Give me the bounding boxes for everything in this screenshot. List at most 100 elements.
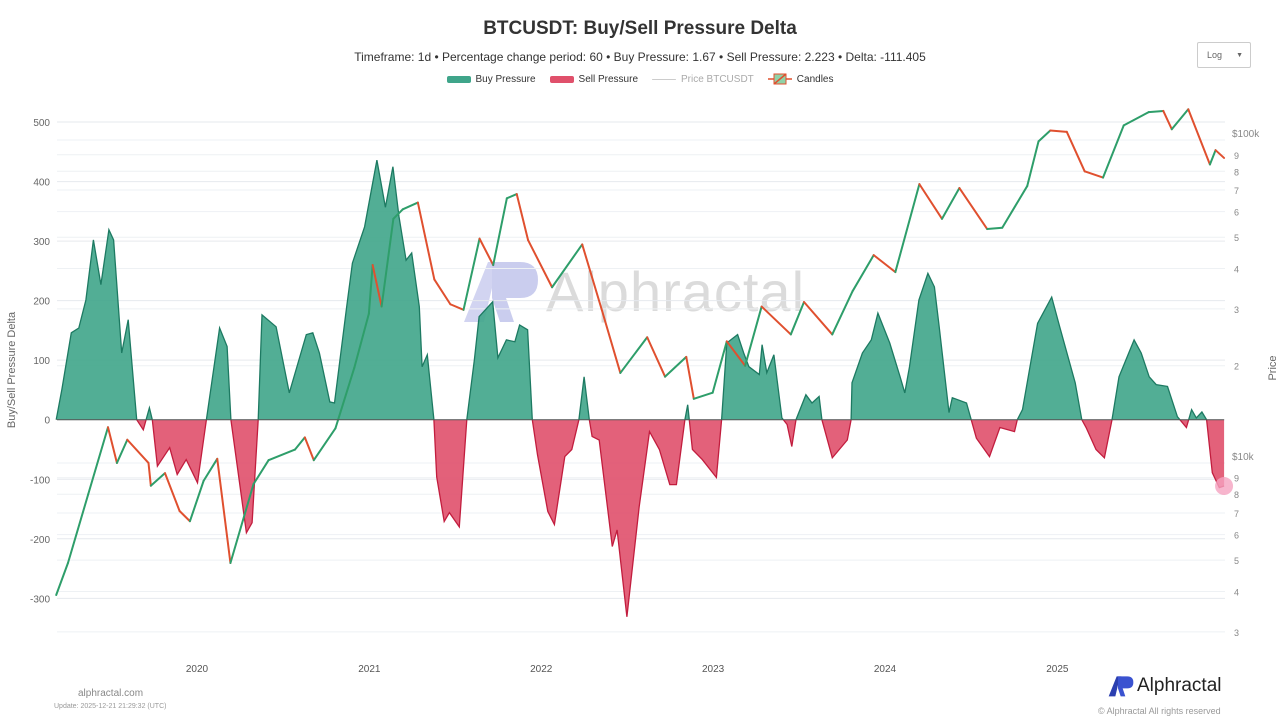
y2-tick-label: 4 [1234,265,1239,275]
y-tick-label: -300 [30,594,50,605]
chart-title: BTCUSDT: Buy/Sell Pressure Delta [483,18,797,39]
price-segment [178,509,191,523]
price-segment [692,391,714,400]
y2-tick-label: 8 [1234,490,1239,500]
legend-sell-pressure[interactable]: Sell Pressure [549,73,638,85]
legend-price[interactable]: Price BTCUSDT [652,73,754,85]
x-tick-label: 2024 [874,664,897,675]
price-segment [353,312,370,369]
y-axis-right: $100k 9 8 7 6 5 4 3 2 $10k 9 8 7 6 5 4 3 [1232,129,1260,638]
x-tick-label: 2022 [530,664,553,675]
y-tick-label: 500 [33,118,50,129]
price-segment [267,448,296,462]
brand-logo: Alphractal [1108,674,1222,698]
y2-tick-label: 2 [1234,362,1239,372]
price-segment [188,479,205,523]
price-segment [371,264,383,308]
price-segment [163,472,181,512]
y-tick-label: 200 [33,297,50,308]
legend-label: Candles [796,73,834,85]
price-segment [392,208,404,220]
price-segment [725,340,747,367]
price-segment [1147,109,1165,114]
price-segment [462,237,481,311]
price-segment [229,483,255,565]
price-segment [986,226,1004,231]
price-segment [619,336,649,374]
chevron-down-icon: ▼ [1236,51,1243,59]
last-value-marker [1215,477,1234,496]
y2-tick-label: 9 [1234,151,1239,161]
price-segment [202,457,219,482]
price-segment [1026,140,1040,188]
price-segment [505,193,518,200]
buy-pressure-swatch [446,75,471,83]
price-segment [664,355,688,378]
price-segment [940,187,961,220]
price-segment [1083,170,1105,179]
y2-tick-label: $10k [1232,452,1255,463]
price-segment [1187,108,1211,166]
price-segment [66,493,90,565]
y2-tick-label: 6 [1234,531,1239,541]
x-tick-label: 2023 [702,664,725,675]
price-segment [894,183,921,274]
alphractal-logo-icon [1108,676,1134,697]
price-segment [252,459,270,486]
price-segment [367,264,374,315]
y2-tick-label: 5 [1234,556,1239,566]
legend-candles[interactable]: Candles [767,73,834,85]
price-segment [1001,185,1029,229]
price-segment [789,301,806,336]
update-timestamp: Update: 2025-12-21 21:29:32 (UTC) [54,703,167,710]
legend: Buy Pressure Sell Pressure Price BTCUSDT… [0,73,1280,85]
scale-value: Log [1207,50,1223,60]
y-tick-label: 100 [33,356,50,367]
y2-tick-label: 8 [1234,167,1239,177]
price-segment [1122,111,1150,127]
legend-buy-pressure[interactable]: Buy Pressure [446,73,536,85]
price-segment [1208,149,1217,166]
y-tick-label: -200 [30,535,50,546]
price-segment [1162,109,1173,131]
price-segment [401,201,419,211]
sell-pressure-area [136,419,1225,617]
price-segment [87,426,109,496]
price-segment [433,278,452,306]
price-segment [515,193,530,242]
price-segment [216,457,232,565]
price-segment [744,305,763,367]
site-link[interactable]: alphractal.com [78,688,144,699]
price-segment [1102,124,1125,179]
chart-subtitle: Timeframe: 1d • Percentage change period… [354,50,926,64]
price-segment [958,187,989,231]
y2-tick-label: 7 [1234,186,1239,196]
price-segment [416,201,436,281]
legend-label: Buy Pressure [475,73,536,85]
x-tick-label: 2021 [358,664,381,675]
price-segment [149,472,166,487]
y2-tick-label: $100k [1232,129,1260,140]
price-segment [1037,129,1052,143]
legend-label: Price BTCUSDT [681,73,754,85]
price-segment [1049,129,1068,133]
y-tick-label: 400 [33,178,50,189]
legend-label: Sell Pressure [578,73,638,85]
buy-pressure-area [56,160,1225,420]
price-segment [449,303,465,311]
price-segment [55,562,69,597]
price-candles [55,108,1226,597]
y-axis-left: 500 400 300 200 100 0 -100 -200 -300 [30,118,50,605]
y-tick-label: -100 [30,475,50,486]
price-segment [711,340,728,394]
y2-tick-label: 3 [1234,305,1239,315]
x-tick-label: 2020 [186,664,209,675]
y-tick-label: 300 [33,237,50,248]
y2-tick-label: 3 [1234,628,1239,638]
scale-select[interactable]: Log ▼ [1197,42,1251,68]
price-segment [478,237,495,267]
price-segment [334,366,356,430]
y2-axis-title: Price [1267,355,1279,380]
price-segment [600,307,622,374]
